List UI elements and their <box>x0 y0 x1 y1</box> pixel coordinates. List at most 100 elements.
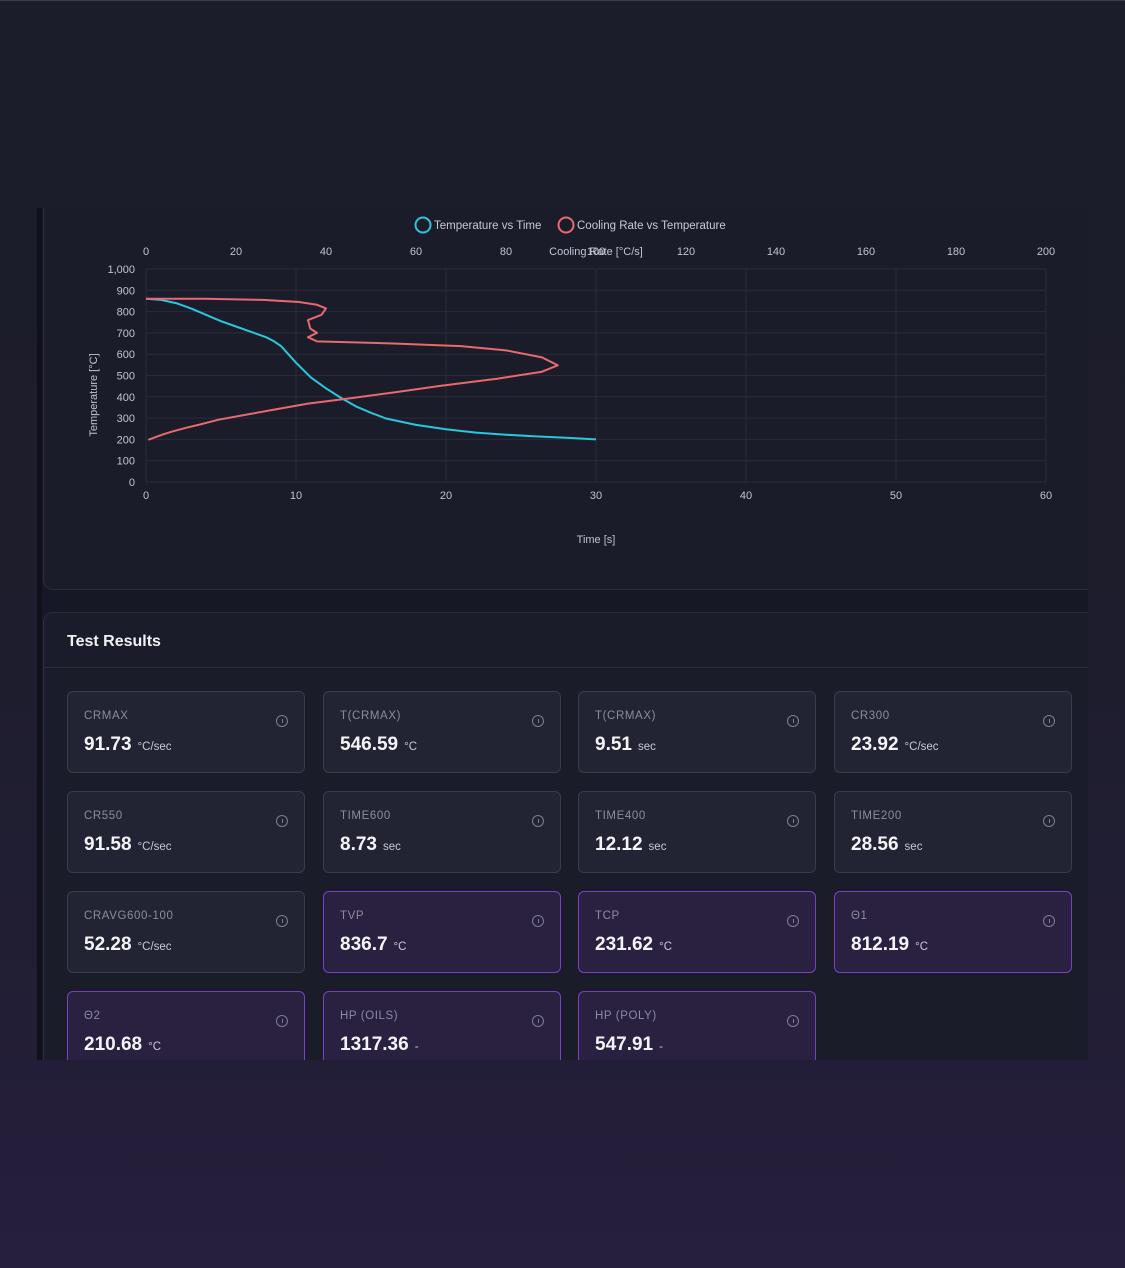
result-value: 52.28 °C/sec <box>84 934 172 956</box>
info-icon[interactable] <box>532 1015 544 1027</box>
result-tile: TVP 836.7 °C <box>323 891 561 973</box>
x-axis-title: Time [s] <box>577 534 616 546</box>
result-unit: °C/sec <box>137 841 172 853</box>
x2-tick-label: 120 <box>677 246 695 258</box>
result-number: 12.12 <box>595 834 643 855</box>
panel-edge <box>37 208 42 1060</box>
x-tick-label: 10 <box>290 490 302 502</box>
series-line-temperature <box>145 297 597 441</box>
y-axis-title: Temperature [°C] <box>88 353 100 436</box>
result-unit: °C <box>404 741 418 753</box>
info-icon[interactable] <box>787 915 799 927</box>
x2-tick-label: 140 <box>767 246 785 258</box>
result-number: 91.58 <box>84 834 132 855</box>
y-tick-label: 200 <box>117 434 135 446</box>
result-label: CRMAX <box>84 710 129 722</box>
result-tile: CR300 23.92 °C/sec <box>834 691 1072 773</box>
cooling-chart: Temperature vs Time Cooling Rate vs Temp… <box>88 216 1055 546</box>
result-number: 547.91 <box>595 1034 654 1055</box>
result-label: HP (POLY) <box>595 1010 657 1022</box>
legend-marker-temperature <box>414 216 432 234</box>
x2-tick-label: 200 <box>1037 246 1055 258</box>
result-number: 812.19 <box>851 934 910 955</box>
result-number: 546.59 <box>340 734 399 755</box>
y-tick-label: 500 <box>117 371 135 383</box>
result-tile: Θ1 812.19 °C <box>834 891 1072 973</box>
x-tick-label: 20 <box>440 490 452 502</box>
result-tile: CRMAX 91.73 °C/sec <box>67 691 305 773</box>
result-value: 91.58 °C/sec <box>84 834 172 856</box>
result-unit: sec <box>648 841 667 853</box>
result-number: 231.62 <box>595 934 654 955</box>
result-value: 28.56 sec <box>851 834 922 856</box>
result-label: TCP <box>595 910 620 922</box>
result-value: 231.62 °C <box>595 934 672 956</box>
chart-card: Temperature vs Time Cooling Rate vs Temp… <box>43 208 1088 590</box>
info-icon[interactable] <box>276 1015 288 1027</box>
result-tile: TIME600 8.73 sec <box>323 791 561 873</box>
result-unit: sec <box>637 741 656 753</box>
result-unit: °C/sec <box>137 741 172 753</box>
info-icon[interactable] <box>1043 815 1055 827</box>
result-tile: T(CRMAX) 546.59 °C <box>323 691 561 773</box>
top-border-line <box>0 0 1125 1</box>
result-number: 210.68 <box>84 1034 143 1055</box>
result-tile: Θ2 210.68 °C <box>67 991 305 1060</box>
result-number: 8.73 <box>340 834 377 855</box>
x2-tick-label: 60 <box>410 246 422 258</box>
result-value: 812.19 °C <box>851 934 928 956</box>
result-label: CR550 <box>84 810 123 822</box>
result-tile: T(CRMAX) 9.51 sec <box>578 691 816 773</box>
y-tick-label: 600 <box>117 349 135 361</box>
result-unit: sec <box>904 841 923 853</box>
y-tick-label: 800 <box>117 307 135 319</box>
y-tick-label: 700 <box>117 328 135 340</box>
x2-tick-label: 180 <box>947 246 965 258</box>
info-icon[interactable] <box>532 715 544 727</box>
x2-tick-label: 40 <box>320 246 332 258</box>
result-value: 8.73 sec <box>340 834 401 856</box>
info-icon[interactable] <box>787 1015 799 1027</box>
result-value: 12.12 sec <box>595 834 666 856</box>
result-value: 9.51 sec <box>595 734 656 756</box>
info-icon[interactable] <box>276 815 288 827</box>
info-icon[interactable] <box>276 715 288 727</box>
result-tile: HP (POLY) 547.91- <box>578 991 816 1060</box>
legend-item-cooling[interactable]: Cooling Rate vs Temperature <box>557 216 726 234</box>
result-value: 1317.36- <box>340 1034 419 1056</box>
x-tick-label: 0 <box>143 490 149 502</box>
result-tile: HP (OILS) 1317.36- <box>323 991 561 1060</box>
legend-item-temperature[interactable]: Temperature vs Time <box>414 216 542 234</box>
info-icon[interactable] <box>787 715 799 727</box>
result-label: Θ2 <box>84 1010 101 1022</box>
info-icon[interactable] <box>532 815 544 827</box>
info-icon[interactable] <box>532 915 544 927</box>
y-tick-label: 0 <box>129 477 135 489</box>
result-tile: TCP 231.62 °C <box>578 891 816 973</box>
info-icon[interactable] <box>1043 915 1055 927</box>
result-unit: °C/sec <box>137 941 172 953</box>
result-label: TVP <box>340 910 365 922</box>
series-line-cooling <box>146 297 559 441</box>
y-tick-label: 900 <box>117 285 135 297</box>
legend-marker-cooling <box>557 216 575 234</box>
result-number: 28.56 <box>851 834 899 855</box>
x2-tick-label: 100 <box>587 246 605 258</box>
info-icon[interactable] <box>276 915 288 927</box>
result-unit: °C/sec <box>904 741 939 753</box>
result-number: 23.92 <box>851 734 899 755</box>
result-number: 52.28 <box>84 934 132 955</box>
info-icon[interactable] <box>787 815 799 827</box>
result-label: TIME200 <box>851 810 902 822</box>
results-header: Test Results <box>44 613 1088 668</box>
result-number: 9.51 <box>595 734 632 755</box>
result-label: TIME600 <box>340 810 391 822</box>
result-label: CR300 <box>851 710 890 722</box>
x-tick-label: 30 <box>590 490 602 502</box>
result-tile: CR550 91.58 °C/sec <box>67 791 305 873</box>
chart-series <box>145 297 597 441</box>
result-unit: °C <box>915 941 929 953</box>
x-tick-label: 50 <box>890 490 902 502</box>
info-icon[interactable] <box>1043 715 1055 727</box>
dashboard-scroll-area[interactable]: Temperature vs Time Cooling Rate vs Temp… <box>37 208 1088 1060</box>
